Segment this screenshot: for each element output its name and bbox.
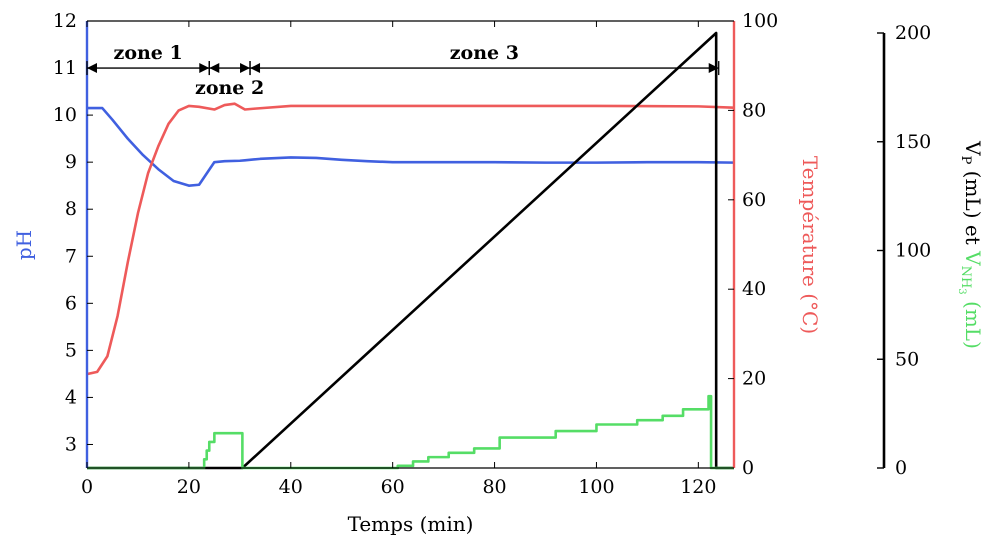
zone-arrow-head-right (240, 63, 251, 74)
volume-axis-title: VP (mL) et VNH3 (mL) (956, 140, 985, 349)
vp-unit-and-connector: (mL) et (961, 164, 985, 251)
vnh3-sub-subscript: 3 (956, 288, 967, 294)
volume-tick-label: 50 (895, 348, 919, 370)
x-tick-label: 0 (81, 476, 93, 498)
zone-arrow-head-right (708, 63, 719, 74)
temperature-tick-label: 0 (742, 457, 754, 479)
volume-tick-label: 100 (895, 240, 931, 262)
volume-tick-label: 200 (895, 22, 931, 44)
zone-arrow-head-right (199, 63, 210, 74)
x-axis-title: Temps (min) (348, 512, 474, 536)
zone-arrow-head-left (209, 63, 220, 74)
series-line-temperature-1 (87, 102, 734, 376)
ph-tick-label: 9 (65, 151, 77, 173)
series-line-volume-3 (87, 394, 734, 470)
vp-subscript: P (958, 156, 973, 165)
zone-arrow-head-left (250, 63, 261, 74)
ph-tick-label: 3 (65, 433, 77, 455)
temperature-tick-label: 80 (742, 99, 766, 121)
temperature-tick-label: 20 (742, 368, 766, 390)
x-tick-label: 100 (578, 476, 614, 498)
temperature-tick-label: 40 (742, 278, 766, 300)
zone-arrow-head-left (87, 63, 97, 74)
x-tick-label: 60 (381, 476, 405, 498)
ph-tick-label: 11 (53, 57, 77, 79)
series-layer (87, 31, 734, 470)
series-line-ph-0 (87, 106, 734, 187)
ph-tick-label: 4 (65, 386, 77, 408)
volume-tick-label: 0 (895, 457, 907, 479)
temperature-tick-label: 60 (742, 189, 766, 211)
zones-layer (86, 61, 720, 76)
volume-tick-label: 150 (895, 131, 931, 153)
labels-layer: 0 20 40 60 80 100 1203456789101112020406080100… (12, 10, 985, 536)
axes-layer (85, 20, 886, 469)
vp-symbol: V (961, 140, 985, 156)
x-tick-label: 80 (482, 476, 506, 498)
ph-tick-label: 12 (53, 10, 77, 32)
ph-tick-label: 6 (65, 292, 77, 314)
x-tick-label: 120 (680, 476, 716, 498)
series-line-volume-2 (87, 31, 734, 470)
zone-label: zone 2 (195, 77, 264, 99)
vnh3-subscript: NH (958, 266, 973, 289)
zone-label: zone 1 (114, 42, 183, 64)
temperature-tick-label: 100 (742, 10, 778, 32)
ph-axis-title: pH (12, 230, 36, 260)
vnh3-unit: (mL) (961, 295, 985, 349)
temperature-axis-title: Température (°C) (798, 156, 822, 334)
ph-tick-label: 5 (65, 339, 77, 361)
x-tick-label: 20 (177, 476, 201, 498)
vnh3-symbol: V (961, 250, 985, 266)
ph-tick-label: 7 (65, 245, 77, 267)
x-tick-label: 40 (279, 476, 303, 498)
ph-tick-label: 8 (65, 198, 77, 220)
zone-label: zone 3 (450, 42, 519, 64)
ph-tick-label: 10 (53, 104, 77, 126)
